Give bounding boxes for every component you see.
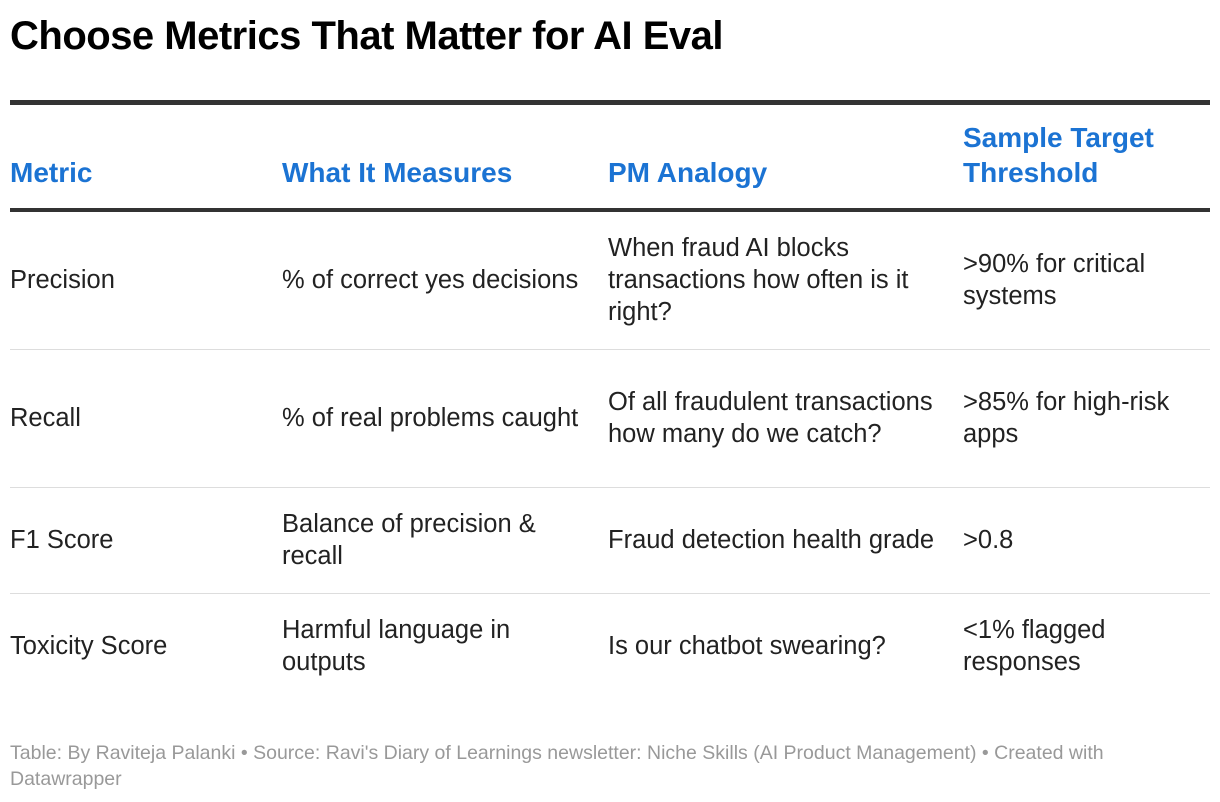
threshold-cell: >0.8 (963, 487, 1210, 594)
measures-cell: Balance of precision & recall (282, 487, 608, 594)
header-row: Metric What It Measures PM Analogy Sampl… (10, 105, 1210, 212)
column-header-what-it-measures: What It Measures (282, 105, 608, 212)
top-rule (10, 100, 1210, 105)
source-footer: Table: By Raviteja Palanki • Source: Rav… (10, 742, 1104, 790)
analogy-cell: Of all fraudulent transactions how many … (608, 349, 963, 488)
metric-cell: Precision (10, 210, 282, 350)
analogy-cell: When fraud AI blocks transactions how of… (608, 210, 963, 350)
table-row: F1 Score Balance of precision & recall F… (10, 487, 1210, 594)
measures-cell: % of real problems caught (282, 349, 608, 488)
metrics-table: Metric What It Measures PM Analogy Sampl… (10, 105, 1210, 699)
column-header-metric: Metric (10, 105, 282, 212)
threshold-cell: >90% for critical systems (963, 210, 1210, 350)
chart-title: Choose Metrics That Matter for AI Eval (10, 14, 724, 58)
threshold-cell: >85% for high-risk apps (963, 349, 1210, 488)
measures-cell: Harmful language in outputs (282, 616, 511, 677)
table-row: Precision % of correct yes decisions Whe… (10, 210, 1210, 350)
table-row: Recall % of real problems caught Of all … (10, 349, 1210, 488)
measures-cell: % of correct yes decisions (282, 210, 608, 350)
metric-cell: Recall (10, 349, 282, 488)
column-header-pm-analogy: PM Analogy (608, 105, 963, 212)
column-header-sample-target-threshold: Sample Target Threshold (963, 105, 1210, 212)
threshold-cell: <1% flagged responses (963, 616, 1106, 677)
metric-cell: F1 Score (10, 487, 282, 594)
analogy-cell: Fraud detection health grade (608, 487, 963, 594)
table-row: Toxicity Score Harmful language in outpu… (10, 593, 1210, 699)
analogy-cell: Is our chatbot swearing? (608, 632, 886, 661)
metric-cell: Toxicity Score (10, 632, 168, 661)
